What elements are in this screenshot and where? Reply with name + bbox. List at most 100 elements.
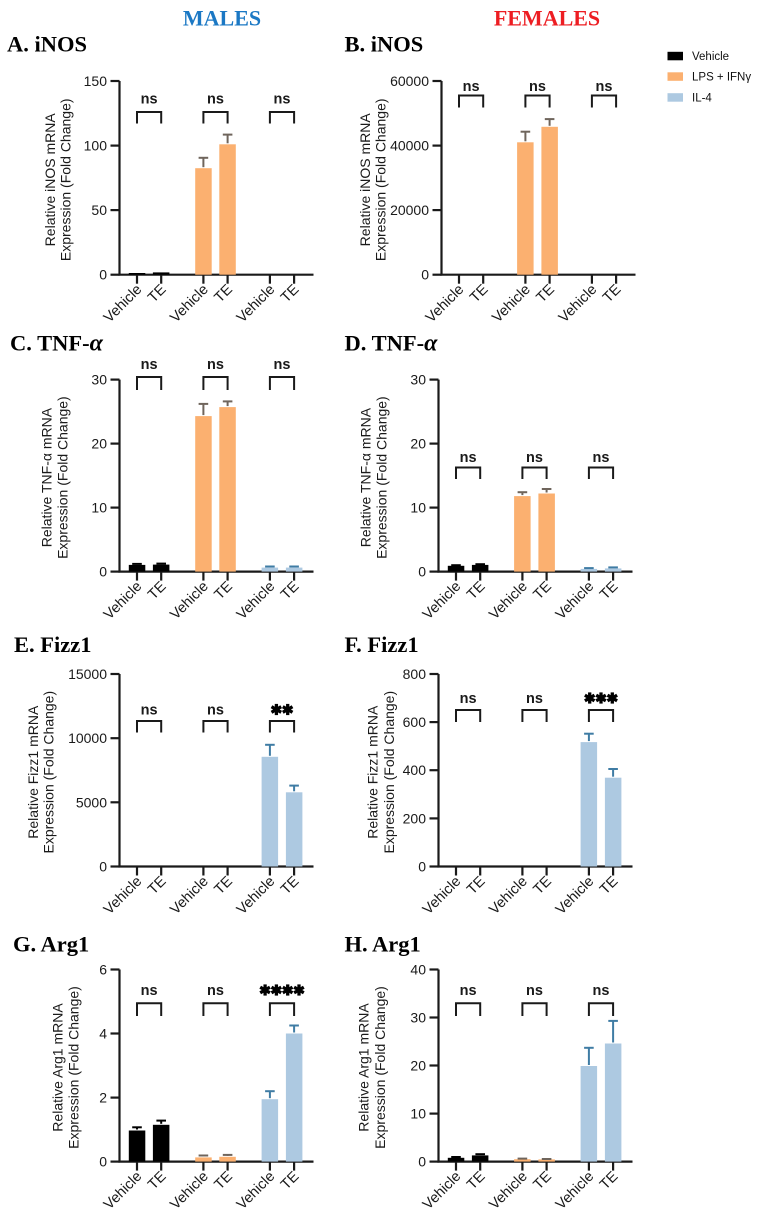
- svg-text:Vehicle: Vehicle: [692, 51, 729, 63]
- svg-text:Expression (Fold Change): Expression (Fold Change): [55, 396, 71, 559]
- svg-text:ns: ns: [141, 983, 158, 999]
- svg-text:ns: ns: [529, 79, 546, 95]
- svg-text:100: 100: [84, 138, 108, 154]
- svg-text:ns: ns: [593, 450, 610, 466]
- svg-text:200: 200: [403, 810, 427, 826]
- svg-text:ns: ns: [460, 983, 477, 999]
- svg-text:10000: 10000: [68, 730, 107, 746]
- svg-text:5000: 5000: [76, 794, 107, 810]
- svg-text:Vehicle: Vehicle: [234, 874, 278, 918]
- svg-text:ns: ns: [274, 357, 291, 373]
- svg-text:ns: ns: [460, 450, 477, 466]
- svg-text:Relative iNOS mRNA: Relative iNOS mRNA: [42, 113, 58, 247]
- svg-text:Expression (Fold Change): Expression (Fold Change): [373, 98, 389, 261]
- svg-text:Vehicle: Vehicle: [553, 874, 597, 918]
- svg-text:60000: 60000: [390, 73, 429, 89]
- svg-text:Expression (Fold Change): Expression (Fold Change): [381, 691, 397, 854]
- svg-text:ns: ns: [460, 691, 477, 707]
- svg-text:ns: ns: [141, 92, 158, 108]
- svg-text:FEMALES: FEMALES: [494, 5, 600, 30]
- svg-text:50: 50: [91, 202, 107, 218]
- svg-text:30: 30: [91, 372, 107, 388]
- svg-text:Vehicle: Vehicle: [101, 1169, 145, 1213]
- svg-text:A. iNOS: A. iNOS: [7, 32, 87, 57]
- svg-text:Vehicle: Vehicle: [420, 1169, 464, 1213]
- svg-text:10: 10: [410, 1106, 426, 1122]
- svg-text:TE: TE: [212, 873, 237, 898]
- svg-text:6: 6: [99, 962, 107, 978]
- svg-text:15000: 15000: [68, 666, 107, 682]
- svg-text:TE: TE: [212, 578, 237, 603]
- svg-text:Relative Arg1 mRNA: Relative Arg1 mRNA: [50, 1003, 66, 1132]
- svg-text:Vehicle: Vehicle: [167, 579, 211, 623]
- svg-text:Expression (Fold Change): Expression (Fold Change): [41, 691, 57, 854]
- svg-text:400: 400: [403, 762, 427, 778]
- svg-text:40000: 40000: [390, 138, 429, 154]
- svg-text:0: 0: [418, 859, 426, 875]
- svg-text:ns: ns: [526, 450, 543, 466]
- svg-text:TE: TE: [534, 281, 559, 306]
- svg-text:TE: TE: [145, 281, 170, 306]
- svg-text:TE: TE: [145, 1168, 170, 1193]
- svg-text:Vehicle: Vehicle: [234, 579, 278, 623]
- svg-text:TE: TE: [212, 1168, 237, 1193]
- svg-text:30: 30: [410, 372, 426, 388]
- svg-text:ns: ns: [207, 703, 224, 719]
- svg-text:TE: TE: [597, 873, 622, 898]
- svg-text:D. TNF-α: D. TNF-α: [345, 331, 439, 357]
- svg-text:Vehicle: Vehicle: [489, 282, 533, 326]
- svg-text:IL-4: IL-4: [692, 93, 712, 105]
- svg-text:Expression (Fold Change): Expression (Fold Change): [66, 986, 82, 1149]
- svg-text:Vehicle: Vehicle: [423, 282, 467, 326]
- svg-text:Vehicle: Vehicle: [420, 874, 464, 918]
- svg-text:ns: ns: [596, 79, 613, 95]
- svg-text:Vehicle: Vehicle: [556, 282, 600, 326]
- svg-text:Vehicle: Vehicle: [167, 874, 211, 918]
- svg-text:30: 30: [410, 1010, 426, 1026]
- svg-text:Relative Fizz1 mRNA: Relative Fizz1 mRNA: [25, 705, 41, 839]
- svg-text:Relative TNF-α mRNA: Relative TNF-α mRNA: [358, 407, 374, 547]
- svg-text:TE: TE: [278, 578, 303, 603]
- svg-text:Expression (Fold Change): Expression (Fold Change): [58, 98, 74, 261]
- svg-text:LPS + IFNγ: LPS + IFNγ: [692, 72, 751, 84]
- svg-text:10: 10: [91, 500, 107, 516]
- svg-text:TE: TE: [531, 1168, 556, 1193]
- svg-text:TE: TE: [278, 873, 303, 898]
- svg-text:ns: ns: [141, 703, 158, 719]
- svg-text:TE: TE: [531, 873, 556, 898]
- svg-text:TE: TE: [464, 578, 489, 603]
- svg-text:Vehicle: Vehicle: [553, 1169, 597, 1213]
- svg-text:Vehicle: Vehicle: [486, 1169, 530, 1213]
- svg-text:Vehicle: Vehicle: [167, 282, 211, 326]
- svg-text:Expression (Fold Change): Expression (Fold Change): [374, 396, 390, 559]
- svg-text:ns: ns: [207, 92, 224, 108]
- svg-text:B. iNOS: B. iNOS: [345, 32, 424, 57]
- svg-text:ns: ns: [526, 983, 543, 999]
- svg-text:0: 0: [418, 564, 426, 580]
- svg-text:TE: TE: [467, 281, 492, 306]
- svg-text:TE: TE: [600, 281, 625, 306]
- svg-text:0: 0: [99, 267, 107, 283]
- svg-text:E. Fizz1: E. Fizz1: [14, 632, 91, 657]
- svg-text:ns: ns: [141, 357, 158, 373]
- svg-text:TE: TE: [464, 873, 489, 898]
- svg-text:TE: TE: [212, 281, 237, 306]
- svg-text:TE: TE: [145, 873, 170, 898]
- svg-text:800: 800: [403, 666, 427, 682]
- svg-text:Relative Fizz1 mRNA: Relative Fizz1 mRNA: [365, 705, 381, 839]
- svg-text:ns: ns: [207, 983, 224, 999]
- svg-text:TE: TE: [278, 281, 303, 306]
- svg-text:600: 600: [403, 714, 427, 730]
- svg-text:Vehicle: Vehicle: [486, 874, 530, 918]
- svg-text:Vehicle: Vehicle: [101, 579, 145, 623]
- svg-text:20: 20: [91, 436, 107, 452]
- svg-text:TE: TE: [531, 578, 556, 603]
- svg-text:10: 10: [410, 500, 426, 516]
- svg-text:2: 2: [99, 1090, 107, 1106]
- svg-text:Vehicle: Vehicle: [101, 282, 145, 326]
- svg-text:20: 20: [410, 436, 426, 452]
- svg-text:Relative TNF-α mRNA: Relative TNF-α mRNA: [39, 407, 55, 547]
- svg-text:TE: TE: [464, 1168, 489, 1193]
- svg-text:ns: ns: [526, 691, 543, 707]
- svg-text:0: 0: [99, 859, 107, 875]
